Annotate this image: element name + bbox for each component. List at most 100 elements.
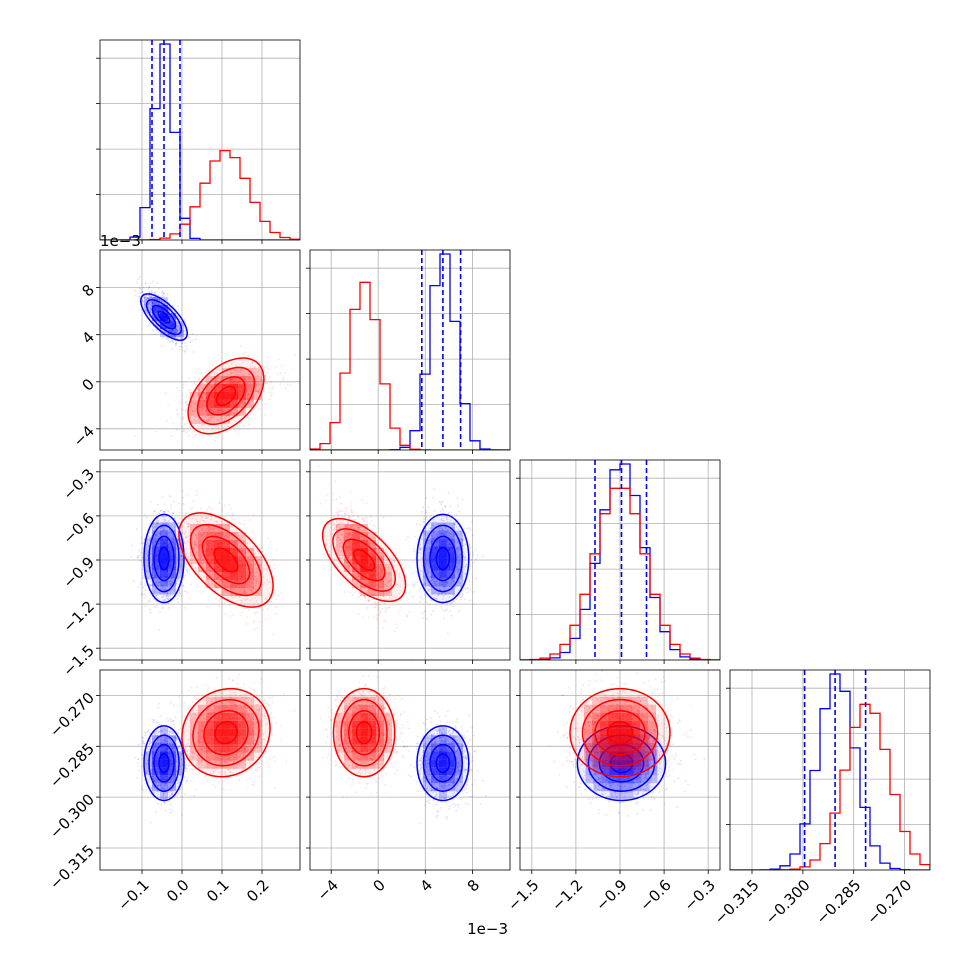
- scatter-point: [266, 607, 269, 610]
- scatter-point: [214, 379, 217, 382]
- scatter-point: [147, 303, 150, 306]
- scatter-point: [243, 351, 246, 354]
- scatter-point: [447, 632, 449, 635]
- scatter-point: [211, 364, 214, 366]
- scatter-point: [254, 366, 256, 368]
- scatter-point: [178, 389, 181, 392]
- scatter-point: [173, 329, 176, 332]
- scatter-point: [405, 538, 407, 541]
- scatter-point: [170, 583, 172, 585]
- scatter-point: [191, 410, 194, 412]
- scatter-point: [267, 537, 270, 540]
- scatter-point: [270, 394, 272, 397]
- scatter-point: [469, 528, 472, 531]
- density-cell: [206, 391, 214, 400]
- scatter-point: [172, 329, 175, 332]
- scatter-point: [248, 377, 251, 379]
- scatter-point: [144, 596, 147, 599]
- scatter-point: [168, 529, 171, 532]
- scatter-point: [153, 578, 156, 580]
- scatter-point: [219, 418, 222, 420]
- scatter-point: [166, 592, 169, 595]
- scatter-point: [283, 372, 286, 375]
- scatter-point: [281, 365, 284, 367]
- scatter-point: [444, 505, 447, 508]
- scatter-point: [151, 300, 153, 303]
- scatter-point: [411, 560, 414, 563]
- scatter-point: [413, 550, 415, 553]
- scatter-point: [143, 303, 146, 306]
- scatter-point: [180, 408, 183, 410]
- scatter-point: [172, 589, 175, 592]
- scatter-point: [211, 416, 214, 419]
- scatter-point: [151, 301, 154, 304]
- scatter-point: [268, 398, 271, 401]
- scatter-point: [198, 392, 201, 395]
- scatter-point: [179, 336, 182, 339]
- scatter-point: [255, 398, 258, 400]
- scatter-point: [241, 361, 244, 364]
- scatter-point: [460, 598, 463, 601]
- scatter-point: [319, 502, 322, 505]
- scatter-point: [242, 424, 245, 427]
- scatter-point: [171, 582, 174, 584]
- scatter-point: [156, 523, 159, 526]
- scatter-point: [441, 500, 444, 503]
- scatter-point: [179, 334, 182, 337]
- scatter-point: [215, 379, 218, 382]
- scatter-point: [226, 425, 229, 427]
- scatter-point: [255, 378, 257, 380]
- scatter-point: [176, 329, 179, 331]
- scatter-point: [188, 573, 191, 575]
- scatter-point: [446, 608, 448, 611]
- scatter-point: [151, 303, 154, 305]
- scatter-point: [161, 511, 164, 513]
- scatter-point: [239, 408, 242, 410]
- scatter-point: [141, 291, 144, 294]
- scatter-point: [148, 302, 150, 305]
- scatter-point: [153, 291, 156, 294]
- scatter-point: [211, 385, 214, 387]
- scatter-point: [228, 414, 230, 417]
- scatter-point: [217, 419, 220, 422]
- histogram-series-0: [100, 43, 300, 240]
- scatter-point: [148, 290, 151, 293]
- scatter-point: [176, 561, 179, 563]
- scatter-point: [273, 563, 276, 566]
- scatter-point: [465, 587, 468, 590]
- scatter-point: [270, 381, 273, 383]
- scatter-point: [170, 507, 173, 510]
- scatter-point: [464, 598, 466, 600]
- scatter-point: [173, 316, 176, 319]
- scatter-point: [247, 393, 250, 395]
- scatter-point: [151, 291, 154, 293]
- density-cell: [198, 407, 206, 416]
- scatter-point: [147, 305, 150, 308]
- scatter-point: [233, 412, 236, 414]
- panel-content: [310, 250, 510, 450]
- scatter-point: [182, 585, 185, 588]
- scatter-point: [163, 528, 165, 531]
- scatter-point: [307, 639, 309, 641]
- scatter-point: [418, 589, 421, 591]
- scatter-point: [155, 301, 158, 304]
- scatter-point: [183, 319, 186, 321]
- scatter-point: [226, 415, 228, 417]
- scatter-point: [139, 287, 142, 290]
- scatter-point: [260, 546, 263, 549]
- scatter-point: [173, 589, 176, 591]
- scatter-point: [167, 532, 170, 535]
- scatter-point: [247, 398, 250, 400]
- scatter-point: [197, 388, 199, 391]
- scatter-point: [191, 410, 194, 413]
- scatter-point: [189, 583, 192, 586]
- scatter-point: [181, 402, 184, 404]
- scatter-point: [149, 307, 152, 309]
- density-cell: [222, 375, 230, 384]
- scatter-point: [226, 372, 228, 375]
- scatter-point: [161, 291, 164, 293]
- scatter-point: [178, 329, 181, 331]
- scatter-point: [275, 366, 278, 368]
- scatter-point: [258, 361, 261, 364]
